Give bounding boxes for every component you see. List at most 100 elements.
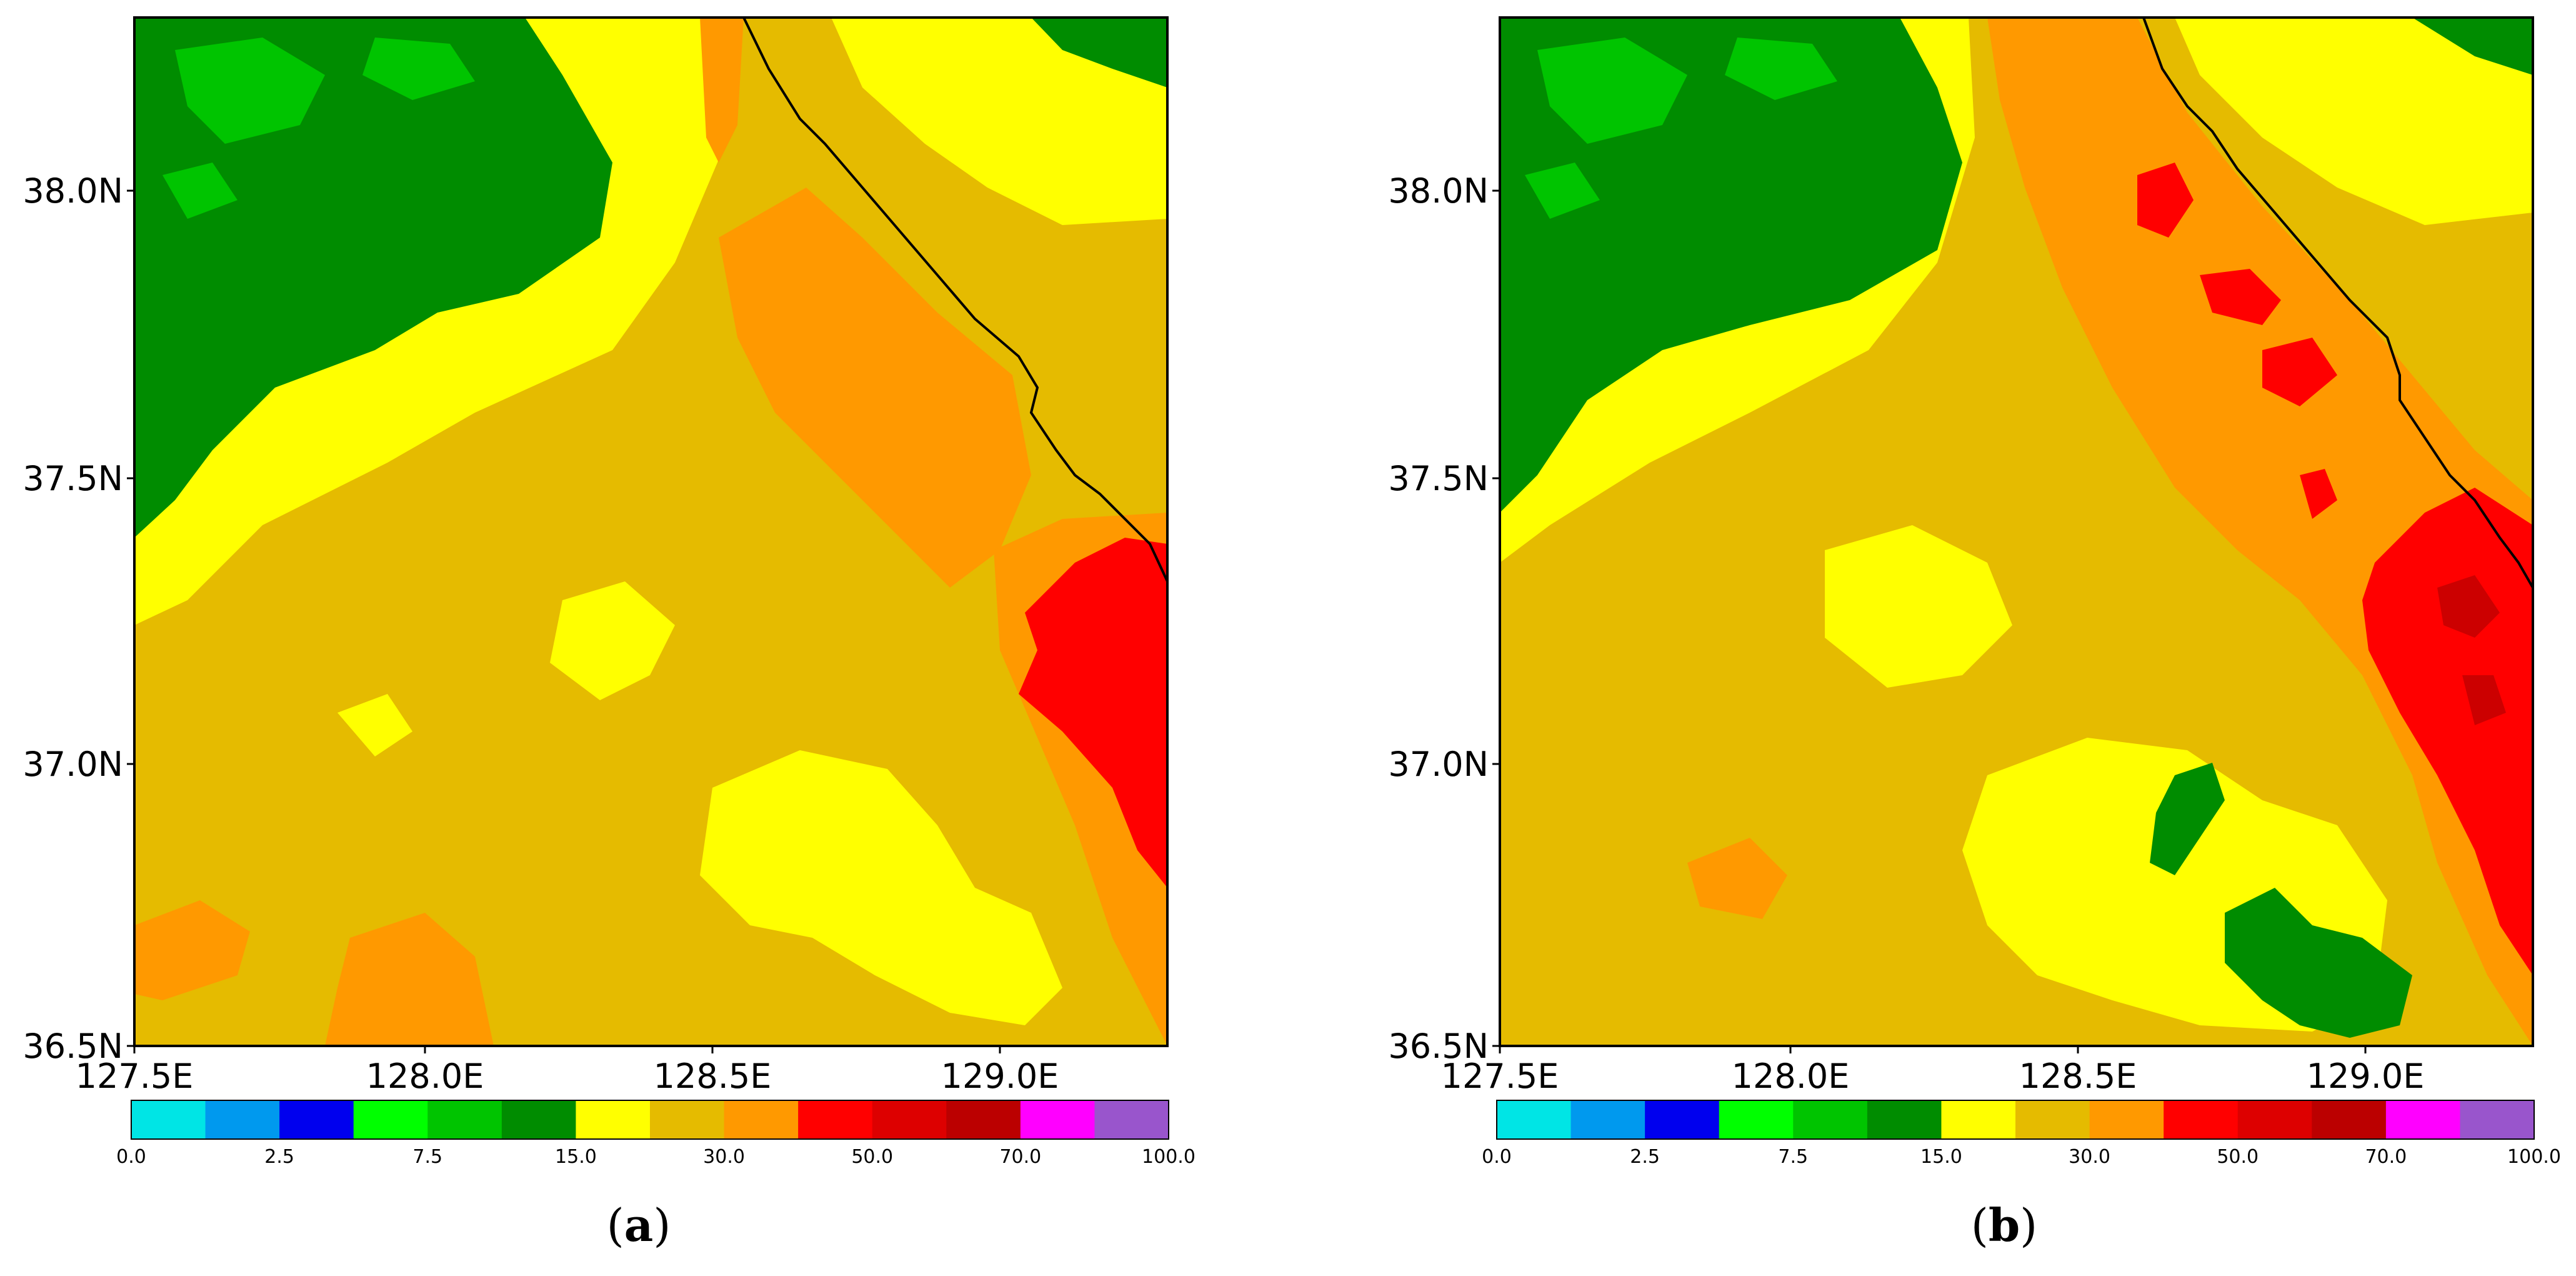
lon-tick-a-3: 129.0E bbox=[941, 1057, 1059, 1096]
colorbar-b-tick-2: 7.5 bbox=[1778, 1146, 1808, 1168]
field-green-light-b bbox=[1525, 38, 1837, 219]
field-red-mid-b bbox=[2200, 269, 2337, 519]
colorbar-b-swatch-6 bbox=[1941, 1100, 2016, 1139]
field-red-east-a bbox=[1019, 538, 1167, 888]
panel-label-a: (a) bbox=[607, 1198, 671, 1252]
colorbar-b-tick-6: 70.0 bbox=[2365, 1146, 2407, 1168]
field-orange-central-a bbox=[719, 188, 1031, 588]
colorbar-a-tick-7: 100.0 bbox=[1142, 1146, 1196, 1168]
field-yellow-mid-b bbox=[1825, 525, 2012, 688]
colorbar-b-frame bbox=[1496, 1100, 2535, 1140]
lat-tick-b-3: 36.5N bbox=[1388, 1027, 1489, 1066]
colorbar-a-tick-5: 50.0 bbox=[851, 1146, 893, 1168]
coastline-b bbox=[2142, 18, 2533, 588]
colorbar-a-tick-2: 7.5 bbox=[412, 1146, 442, 1168]
frame-a bbox=[133, 16, 1169, 1047]
lat-tick-b-2: 37.0N bbox=[1388, 745, 1489, 784]
colorbar-a-swatch-10 bbox=[872, 1100, 947, 1139]
field-orange-swath-b bbox=[1987, 18, 2533, 1046]
colorbar-b-tick-5: 50.0 bbox=[2217, 1146, 2259, 1168]
field-orange-sw-a bbox=[325, 913, 494, 1046]
colorbar-b-swatch-4 bbox=[1793, 1100, 1868, 1139]
lat-tick-b-1: 37.5N bbox=[1388, 459, 1489, 498]
field-green-nw-b bbox=[1500, 18, 1962, 513]
lon-tick-b-0: 127.5E bbox=[1441, 1057, 1559, 1096]
colorbar-b-tick-1: 2.5 bbox=[1630, 1146, 1660, 1168]
lon-tick-a-0: 127.5E bbox=[76, 1057, 194, 1096]
field-orange-w-a bbox=[134, 900, 250, 1000]
colorbar-b-swatch-0 bbox=[1497, 1100, 1572, 1139]
colorbar-a-swatch-3 bbox=[353, 1100, 428, 1139]
map-b bbox=[1500, 18, 2533, 1046]
field-yellow-ne-b bbox=[2175, 18, 2533, 225]
colorbar-b-swatch-5 bbox=[1867, 1100, 1942, 1139]
colorbar-a-swatch-6 bbox=[576, 1100, 651, 1139]
map-a bbox=[134, 18, 1167, 1046]
colorbar-a-tick-6: 70.0 bbox=[999, 1146, 1041, 1168]
colorbar-a-swatch-0 bbox=[131, 1100, 206, 1139]
colorbar-a-tick-3: 15.0 bbox=[555, 1146, 597, 1168]
colorbar-a-swatch-13 bbox=[1094, 1100, 1169, 1139]
colorbar-b-tick-0: 0.0 bbox=[1482, 1146, 1512, 1168]
lat-axis-b: 38.0N 37.5N 37.0N 36.5N bbox=[1388, 171, 1500, 1066]
lat-tick-a-2: 37.0N bbox=[22, 745, 123, 784]
field-green-ne-a bbox=[1031, 18, 1167, 88]
colorbar-b-swatch-10 bbox=[2237, 1100, 2312, 1139]
lon-tick-b-2: 128.5E bbox=[2019, 1057, 2137, 1096]
field-darkred-b bbox=[2437, 575, 2506, 725]
panel-label-b: (b) bbox=[1971, 1198, 2038, 1252]
field-red-n-b bbox=[2137, 163, 2194, 238]
colorbar-a-swatch-4 bbox=[427, 1100, 502, 1139]
lon-tick-b-1: 128.0E bbox=[1732, 1057, 1850, 1096]
field-green-light-a bbox=[162, 38, 475, 219]
colorbar-a-swatch-8 bbox=[724, 1100, 799, 1139]
panel-b: 38.0N 37.5N 37.0N 36.5N 127.5E 128.0E 12… bbox=[1388, 16, 2561, 1252]
field-green-se-b bbox=[2225, 888, 2412, 1038]
colorbar-a-tick-0: 0.0 bbox=[116, 1146, 146, 1168]
colorbar-b-swatch-11 bbox=[2312, 1100, 2387, 1139]
colorbar-b-swatch-9 bbox=[2164, 1100, 2239, 1139]
colorbar-b-tick-7: 100.0 bbox=[2507, 1146, 2561, 1168]
field-yellow-south-a bbox=[700, 750, 1062, 1025]
field-yellow-mid-a bbox=[550, 581, 675, 700]
lon-axis-b: 127.5E 128.0E 128.5E 129.0E bbox=[1441, 1046, 2425, 1096]
colorbar-b-swatch-3 bbox=[1719, 1100, 1794, 1139]
lat-tick-a-3: 36.5N bbox=[22, 1027, 123, 1066]
field-green-ne-b bbox=[2412, 18, 2533, 75]
field-yellow-blob-a bbox=[337, 694, 412, 756]
colorbar-b-swatch-13 bbox=[2460, 1100, 2535, 1139]
colorbar-b-swatch-8 bbox=[2089, 1100, 2164, 1139]
lon-tick-a-2: 128.5E bbox=[654, 1057, 772, 1096]
field-green-south-b bbox=[2150, 763, 2225, 875]
colorbar-b-swatch-1 bbox=[1570, 1100, 1645, 1139]
field-yellow-ne-a bbox=[831, 18, 1167, 225]
colorbar-a-swatch-5 bbox=[501, 1100, 576, 1139]
colorbar-b-swatch-2 bbox=[1645, 1100, 1720, 1139]
colorbar-b-swatch-7 bbox=[2015, 1100, 2090, 1139]
field-green-nw-a bbox=[134, 18, 612, 538]
lat-tick-a-0: 38.0N bbox=[22, 171, 123, 211]
colorbar-b: 0.0 2.5 7.5 15.0 30.0 50.0 70.0 100.0 bbox=[1482, 1100, 2561, 1168]
frame-b bbox=[1499, 16, 2534, 1047]
panel-a: 38.0N 37.5N 37.0N 36.5N 127.5E 128.0E 12… bbox=[22, 16, 1196, 1252]
lon-tick-a-1: 128.0E bbox=[366, 1057, 484, 1096]
colorbar-a-swatch-9 bbox=[798, 1100, 873, 1139]
lat-tick-a-1: 37.5N bbox=[22, 459, 123, 498]
colorbar-b-swatch-12 bbox=[2385, 1100, 2460, 1139]
lon-tick-b-3: 129.0E bbox=[2307, 1057, 2425, 1096]
colorbar-b-tick-4: 30.0 bbox=[2069, 1146, 2110, 1168]
colorbar-a-tick-1: 2.5 bbox=[264, 1146, 294, 1168]
field-orange-strip-a bbox=[700, 18, 744, 163]
colorbar-a-swatch-11 bbox=[946, 1100, 1021, 1139]
colorbar-b-tick-3: 15.0 bbox=[1920, 1146, 1962, 1168]
colorbar-a-frame bbox=[131, 1100, 1169, 1140]
lat-tick-b-0: 38.0N bbox=[1388, 171, 1489, 211]
colorbar-a-swatch-7 bbox=[650, 1100, 725, 1139]
field-orange-sw-b bbox=[1687, 838, 1787, 919]
colorbar-a-tick-4: 30.0 bbox=[703, 1146, 745, 1168]
colorbar-a-swatch-12 bbox=[1020, 1100, 1095, 1139]
colorbar-a-swatch-1 bbox=[205, 1100, 280, 1139]
lon-axis-a: 127.5E 128.0E 128.5E 129.0E bbox=[76, 1046, 1059, 1096]
colorbar-a-swatch-2 bbox=[279, 1100, 354, 1139]
